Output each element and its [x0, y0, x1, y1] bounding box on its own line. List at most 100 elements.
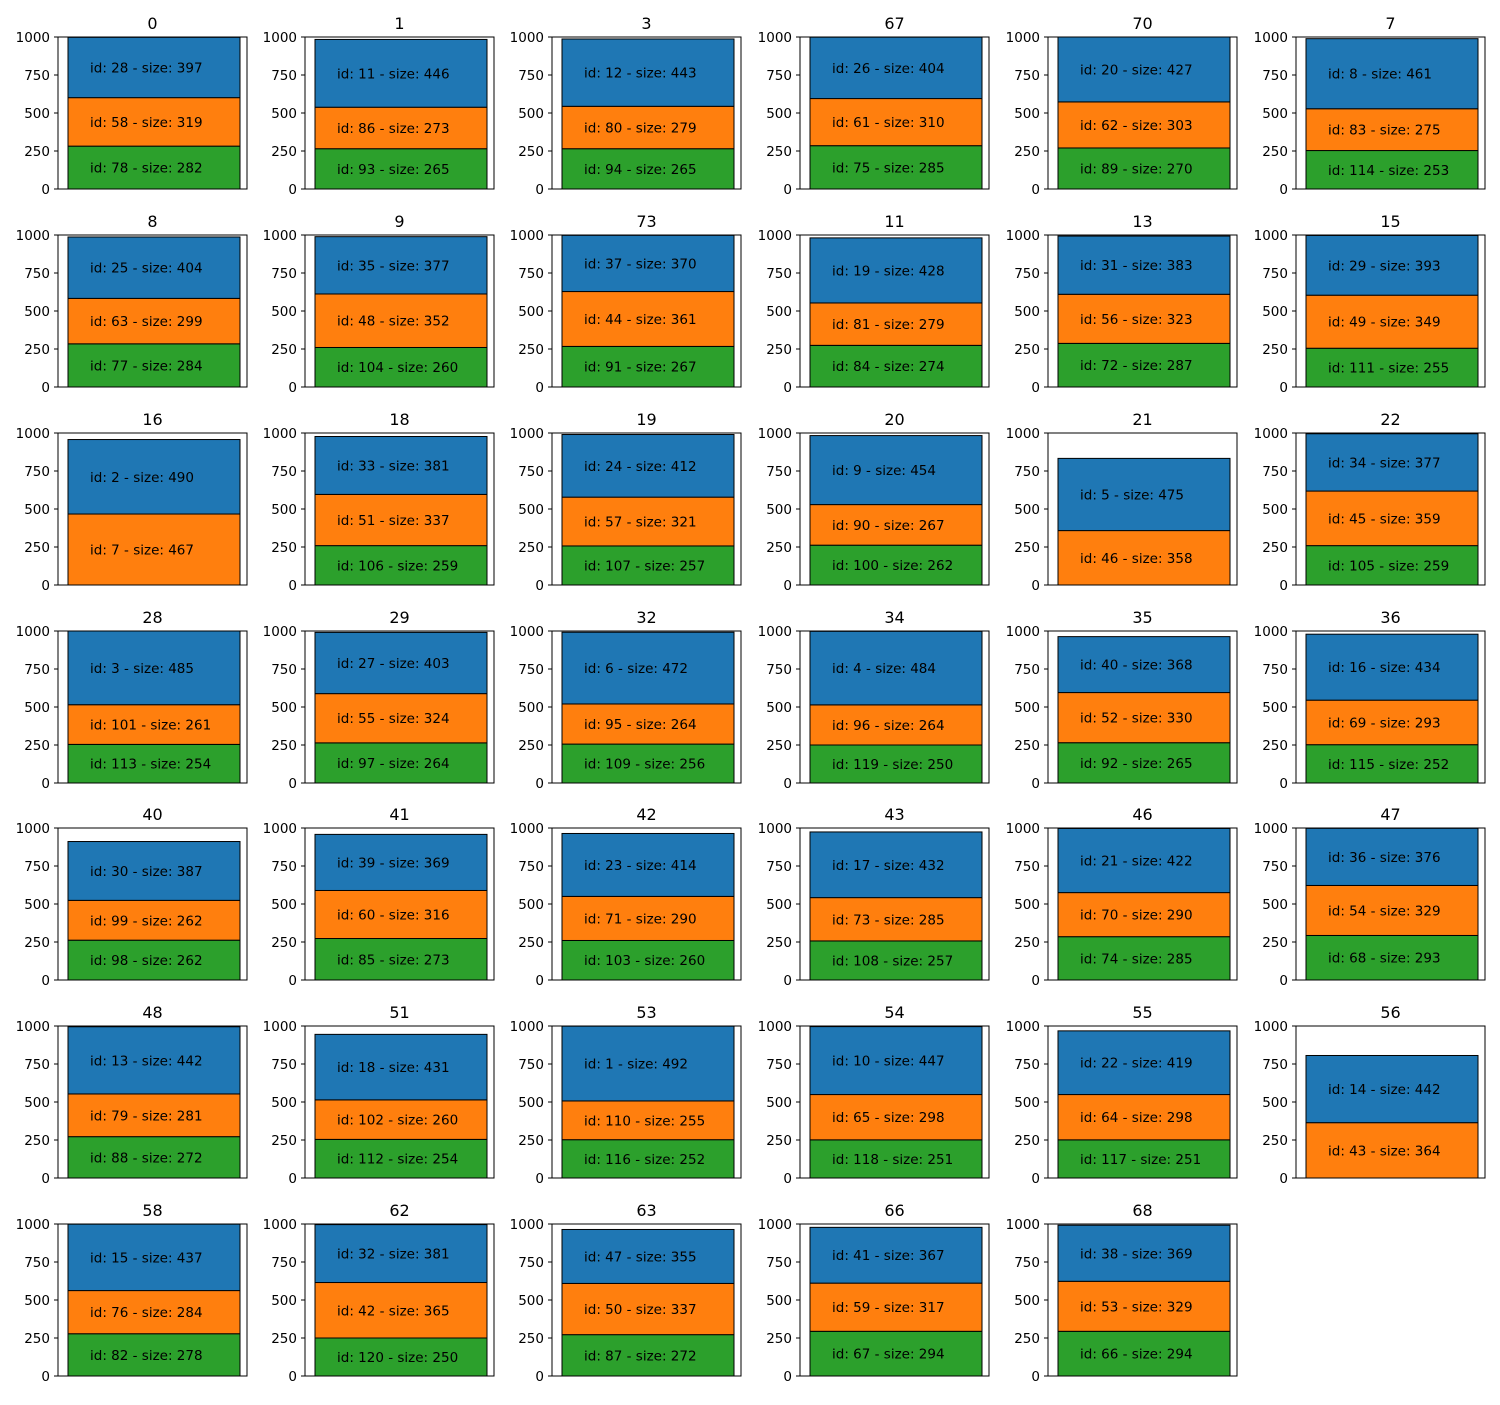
y-tick-label: 750 [766, 266, 792, 282]
segment-label: id: 9 - size: 454 [832, 463, 936, 479]
y-tick-label: 0 [1031, 182, 1040, 198]
subplot-title: 51 [389, 1003, 409, 1022]
y-tick-label: 500 [24, 502, 50, 518]
y-tick-label: 250 [271, 1331, 297, 1347]
y-tick-label: 1000 [758, 426, 792, 442]
y-tick-label: 500 [518, 502, 544, 518]
segment-label: id: 93 - size: 265 [337, 162, 450, 178]
y-tick-label: 1000 [510, 624, 544, 640]
y-tick-label: 250 [1014, 738, 1040, 754]
subplot-18: 18 id: 106 - size: 259 id: 51 - size: 337 i… [263, 410, 495, 594]
subplot-title: 19 [636, 410, 656, 429]
y-tick-label: 750 [271, 1255, 297, 1271]
y-tick-label: 1000 [16, 426, 50, 442]
segment-label: id: 92 - size: 265 [1080, 756, 1193, 772]
y-tick-label: 500 [766, 1293, 792, 1309]
y-tick-label: 1000 [16, 821, 50, 837]
subplot-54: 54 id: 118 - size: 251 id: 65 - size: 298 i… [758, 1003, 990, 1187]
y-tick-label: 0 [288, 1369, 297, 1385]
subplot-16: 16 id: 7 - size: 467 id: 2 - size: 490 0 250… [16, 410, 248, 594]
y-tick-label: 0 [535, 776, 544, 792]
bar-segment-orange [314, 1099, 488, 1140]
segment-label: id: 107 - size: 257 [584, 558, 705, 574]
subplot-0: 0 id: 78 - size: 282 id: 58 - size: 319 id:… [16, 14, 248, 198]
y-tick-label: 1000 [758, 1019, 792, 1035]
segment-label: id: 110 - size: 255 [584, 1113, 705, 1129]
bar-segment-green [809, 1139, 983, 1179]
segment-label: id: 73 - size: 285 [832, 912, 945, 928]
y-tick-label: 250 [24, 1133, 50, 1149]
y-tick-label: 750 [766, 859, 792, 875]
bar-segment-orange [1057, 1094, 1231, 1141]
subplot-title: 67 [884, 14, 904, 33]
segment-label: id: 7 - size: 467 [90, 543, 194, 559]
bar-segment-green [67, 1333, 241, 1377]
segment-label: id: 42 - size: 365 [337, 1303, 450, 1319]
segment-label: id: 51 - size: 337 [337, 513, 450, 529]
bar-segment-orange [67, 899, 241, 941]
segment-label: id: 111 - size: 255 [1328, 361, 1449, 377]
subplot-title: 53 [636, 1003, 656, 1022]
y-tick-label: 250 [271, 738, 297, 754]
bar-segment-orange [1305, 884, 1479, 936]
bar-segment-orange [314, 493, 488, 547]
segment-label: id: 30 - size: 387 [90, 864, 203, 880]
y-tick-label: 250 [1014, 1331, 1040, 1347]
segment-label: id: 65 - size: 298 [832, 1110, 945, 1126]
subplot-21: 21 id: 46 - size: 358 id: 5 - size: 475 0 25… [1006, 410, 1238, 594]
bar-segment-blue [561, 832, 735, 897]
segment-label: id: 43 - size: 364 [1328, 1143, 1441, 1159]
y-tick-label: 1000 [263, 30, 297, 46]
subplot-title: 55 [1132, 1003, 1152, 1022]
y-tick-label: 0 [1279, 1171, 1288, 1187]
subplot-title: 18 [389, 410, 409, 429]
bar-segment-orange [809, 704, 983, 746]
bar-segment-orange [809, 1282, 983, 1332]
y-tick-label: 250 [24, 342, 50, 358]
y-tick-label: 250 [271, 144, 297, 160]
y-tick-label: 500 [271, 502, 297, 518]
y-tick-label: 250 [518, 738, 544, 754]
subplot-28: 28 id: 113 - size: 254 id: 101 - size: 261… [16, 608, 248, 792]
bar-segment-green [1057, 147, 1231, 190]
bar-segment-blue [561, 434, 735, 498]
subplot-1: 1 id: 93 - size: 265 id: 86 - size: 273 id:… [263, 14, 495, 198]
segment-label: id: 35 - size: 377 [337, 258, 450, 274]
bar-segment-orange [1057, 1280, 1231, 1332]
bar-segment-orange [1305, 1122, 1479, 1179]
segment-label: id: 29 - size: 393 [1328, 258, 1441, 274]
y-tick-label: 500 [518, 304, 544, 320]
segment-label: id: 88 - size: 272 [90, 1150, 203, 1166]
subplot-19: 19 id: 107 - size: 257 id: 57 - size: 321 i… [510, 410, 742, 594]
bar-segment-blue [314, 833, 488, 891]
y-tick-label: 750 [518, 266, 544, 282]
subplot-title: 20 [884, 410, 904, 429]
bar-segment-orange [67, 97, 241, 147]
bar-segment-orange [561, 895, 735, 941]
y-tick-label: 500 [766, 897, 792, 913]
y-tick-label: 1000 [1254, 624, 1288, 640]
segment-label: id: 36 - size: 376 [1328, 850, 1441, 866]
y-tick-label: 750 [1262, 68, 1288, 84]
y-tick-label: 0 [1279, 973, 1288, 989]
y-tick-label: 250 [766, 144, 792, 160]
segment-label: id: 22 - size: 419 [1080, 1056, 1193, 1072]
y-tick-label: 0 [783, 1171, 792, 1187]
y-tick-label: 500 [766, 1095, 792, 1111]
y-tick-label: 750 [1262, 464, 1288, 480]
segment-label: id: 112 - size: 254 [337, 1152, 458, 1168]
segment-label: id: 119 - size: 250 [832, 757, 953, 773]
subplot-66: 66 id: 67 - size: 294 id: 59 - size: 317 id… [758, 1201, 990, 1385]
segment-label: id: 67 - size: 294 [832, 1347, 945, 1363]
bar-segment-green [314, 148, 488, 190]
subplot-58: 58 id: 82 - size: 278 id: 76 - size: 284 id… [16, 1201, 248, 1385]
bar-segment-blue [561, 1025, 735, 1102]
y-tick-label: 500 [271, 106, 297, 122]
y-tick-label: 250 [766, 738, 792, 754]
bar-segment-orange [1057, 101, 1231, 149]
bar-segment-orange [1057, 530, 1231, 586]
bar-segment-green [809, 1330, 983, 1377]
y-tick-label: 500 [1014, 106, 1040, 122]
segment-label: id: 13 - size: 442 [90, 1053, 203, 1069]
